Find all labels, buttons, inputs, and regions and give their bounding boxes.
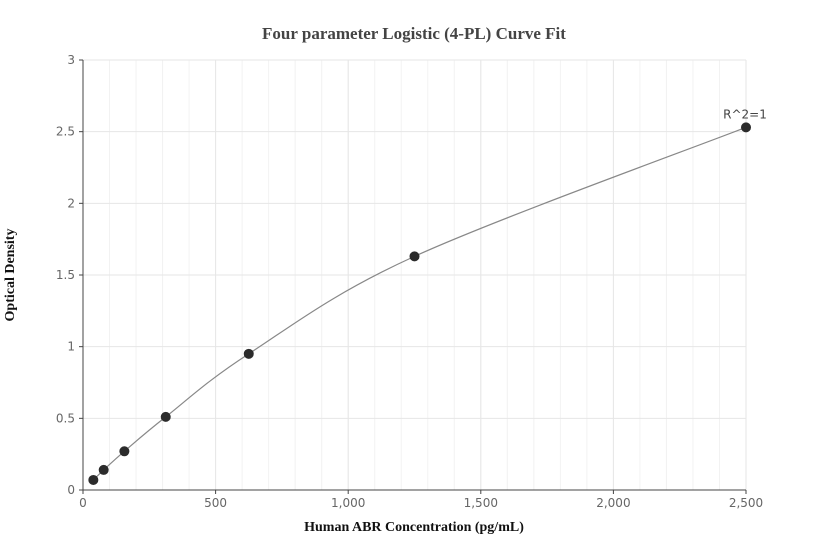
- y-tick-label: 1.5: [56, 268, 75, 282]
- grid: [83, 59, 747, 490]
- data-point: [409, 251, 420, 262]
- data-point: [98, 464, 109, 475]
- data-point: [119, 446, 130, 457]
- r-squared-annotation: R^2=1: [723, 107, 767, 121]
- data-point: [741, 122, 751, 133]
- x-tick-label: 1,000: [331, 496, 365, 510]
- x-tick-label: 500: [204, 496, 227, 510]
- y-tick-label: 0.5: [56, 411, 75, 425]
- x-axis-title: Human ABR Concentration (pg/mL): [304, 520, 524, 535]
- data-point: [243, 348, 254, 359]
- y-tick-label: 1: [67, 340, 75, 354]
- chart-title: Four parameter Logistic (4-PL) Curve Fit: [262, 24, 566, 43]
- x-tick-label: 2,500: [729, 496, 763, 510]
- y-tick-label: 2: [67, 196, 75, 210]
- x-tick-label: 0: [79, 496, 87, 510]
- y-tick-label: 0: [67, 483, 75, 497]
- x-tick-label: 2,000: [596, 496, 630, 510]
- y-axis-title: Optical Density: [3, 229, 18, 322]
- data-point: [88, 474, 99, 485]
- fit-curve: [92, 126, 747, 481]
- x-tick-label: 1,500: [464, 496, 498, 510]
- y-tick-label: 2.5: [56, 125, 75, 139]
- x-axis-ticks: 0 500 1,000 1,500 2,000 2,500: [79, 490, 763, 510]
- data-point: [160, 411, 171, 422]
- data-points: [88, 122, 751, 485]
- y-tick-label: 3: [67, 53, 75, 67]
- y-axis-ticks: 0 0.5 1 1.5 2 2.5 3: [56, 53, 83, 497]
